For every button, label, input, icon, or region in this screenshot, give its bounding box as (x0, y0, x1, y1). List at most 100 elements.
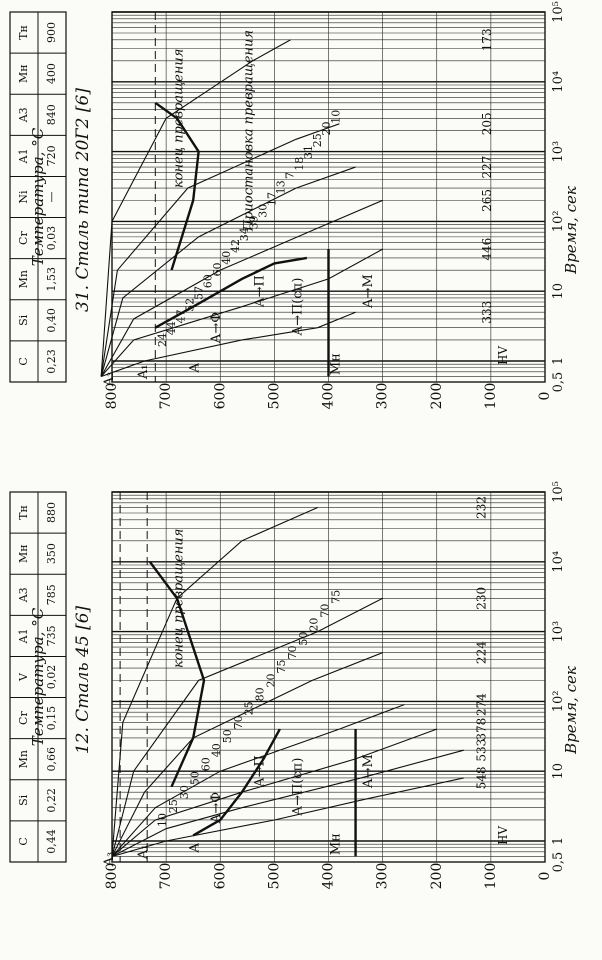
x-tick-label: 0,5 (551, 852, 566, 873)
y-tick-label: 400 (321, 863, 337, 890)
percent-label: 57 (193, 286, 206, 300)
y-tick-label: 700 (158, 863, 174, 890)
percent-label: 60 (211, 263, 224, 277)
percent-label: 20 (264, 673, 277, 687)
percent-label: 75 (275, 659, 288, 673)
phase-label: A₁ (136, 844, 151, 860)
phase-label: А→М (361, 274, 376, 308)
hardness-label: HV (496, 346, 510, 365)
cooling-curve (100, 166, 356, 377)
composition-value: 1,53 (45, 267, 58, 292)
composition-value: 880 (45, 502, 58, 523)
transformation-end-curve (148, 561, 206, 788)
cooling-curve (111, 704, 405, 857)
phase-label: Mн (328, 833, 343, 855)
x-tick-label: 10 (551, 283, 566, 300)
phase-label: А→П(сп) (290, 758, 305, 816)
composition-value: 0,23 (45, 349, 58, 374)
phase-label: А→Ф (209, 312, 224, 344)
composition-header: Mn (17, 270, 30, 288)
percent-label: 25 (243, 701, 256, 715)
composition-value: 0,44 (45, 829, 58, 854)
percent-label: 75 (329, 590, 342, 604)
y-tick-label: 100 (483, 383, 499, 410)
phase-label: A (188, 842, 203, 853)
composition-table: C 0,44 Si 0,22 Mn 0,66 Cr 0,15 V 0,02 A1 735 A3 785 Mн… (9, 491, 67, 863)
composition-value: 840 (45, 104, 58, 125)
cooling-curve (111, 777, 464, 858)
composition-header: Mн (17, 64, 30, 83)
cooling-curve (100, 39, 291, 377)
cooling-curve (111, 652, 383, 857)
x-axis-label: Время, сек (562, 186, 580, 275)
phase-label: А→Ф (209, 792, 224, 824)
y-tick-label: 400 (321, 383, 337, 410)
y-tick-label: 600 (212, 863, 228, 890)
composition-header: C (17, 357, 30, 365)
hardness-value: 265 (480, 189, 494, 212)
x-tick-label: 10⁵ (551, 1, 566, 23)
y-tick-label: 800 (104, 863, 120, 890)
x-tick-label: 10⁵ (551, 481, 566, 503)
composition-value: 0,40 (45, 308, 58, 333)
composition-value: — (45, 192, 58, 203)
percent-label: 30 (256, 204, 269, 218)
composition-header: Mн (17, 544, 30, 563)
x-tick-label: 1 (551, 357, 566, 365)
hardness-value: 533 (474, 739, 488, 762)
hardness-value: 333 (480, 301, 494, 324)
composition-value: 350 (45, 543, 58, 564)
phase-label: А→П (253, 275, 268, 307)
composition-value: 0,02 (45, 665, 58, 690)
chart-group: 800 700 600 500 400 300 200 100 00,5 1 10 10² 10³ 10⁴… (9, 481, 580, 890)
x-tick-label: 10³ (551, 621, 566, 643)
x-tick-label: 10² (551, 211, 566, 233)
percent-label: 17 (266, 192, 279, 206)
y-tick-label: 700 (158, 383, 174, 410)
annotation-label: конец превращения (171, 49, 186, 188)
percent-label: 30 (178, 785, 191, 799)
cooling-curve (111, 749, 464, 857)
phase-label: A (188, 362, 203, 373)
phase-label: А→П (253, 755, 268, 787)
chart-steel-20g2: 800 700 600 500 400 300 200 100 00,5 1 10 10² 10³ 10⁴… (9, 1, 580, 410)
percent-label: 42 (229, 239, 242, 253)
composition-value: 0,22 (45, 788, 58, 813)
composition-header: V (17, 672, 30, 682)
composition-header: Ni (17, 190, 30, 204)
composition-header: Tн (17, 25, 30, 40)
y-tick-label: 0 (537, 872, 553, 881)
percent-label: 34 (238, 227, 251, 241)
percent-label: 40 (220, 251, 233, 265)
cooling-curve (111, 597, 383, 857)
hardness-value: 205 (480, 112, 494, 135)
cooling-curve (100, 311, 356, 377)
composition-value: 0,03 (45, 226, 58, 251)
chart-steel-45: 800 700 600 500 400 300 200 100 00,5 1 10 10² 10³ 10⁴… (9, 481, 580, 890)
annotation-label: Приостановка превращения (242, 30, 257, 232)
percent-label: 20 (320, 121, 333, 135)
phase-label: А→П(сп) (290, 278, 305, 336)
percent-label: 60 (199, 757, 212, 771)
percent-label: 44 (165, 321, 178, 335)
composition-table: C 0,23 Si 0,40 Mn 1,53 Cr 0,03 Ni — A1 720 A3 840 Mн 40… (9, 11, 67, 383)
percent-label: 7 (284, 172, 297, 179)
y-tick-label: 500 (266, 863, 282, 890)
phase-label: A₃ (102, 372, 117, 388)
x-tick-label: 10³ (551, 141, 566, 163)
transformation-start-curve (192, 728, 281, 837)
composition-header: C (17, 837, 30, 845)
y-tick-label: 300 (375, 863, 391, 890)
percent-label: 50 (297, 632, 310, 646)
x-tick-label: 10² (551, 691, 566, 713)
composition-value: 0,66 (45, 747, 58, 772)
phase-label: A₃ (102, 852, 117, 868)
composition-header: Si (17, 794, 30, 806)
composition-value: 0,15 (45, 706, 58, 731)
hardness-value: 173 (480, 28, 494, 51)
x-tick-label: 10⁴ (551, 71, 566, 93)
percent-label: 24 (156, 333, 169, 347)
x-tick-label: 0,5 (551, 372, 566, 393)
composition-header: A1 (17, 628, 30, 644)
